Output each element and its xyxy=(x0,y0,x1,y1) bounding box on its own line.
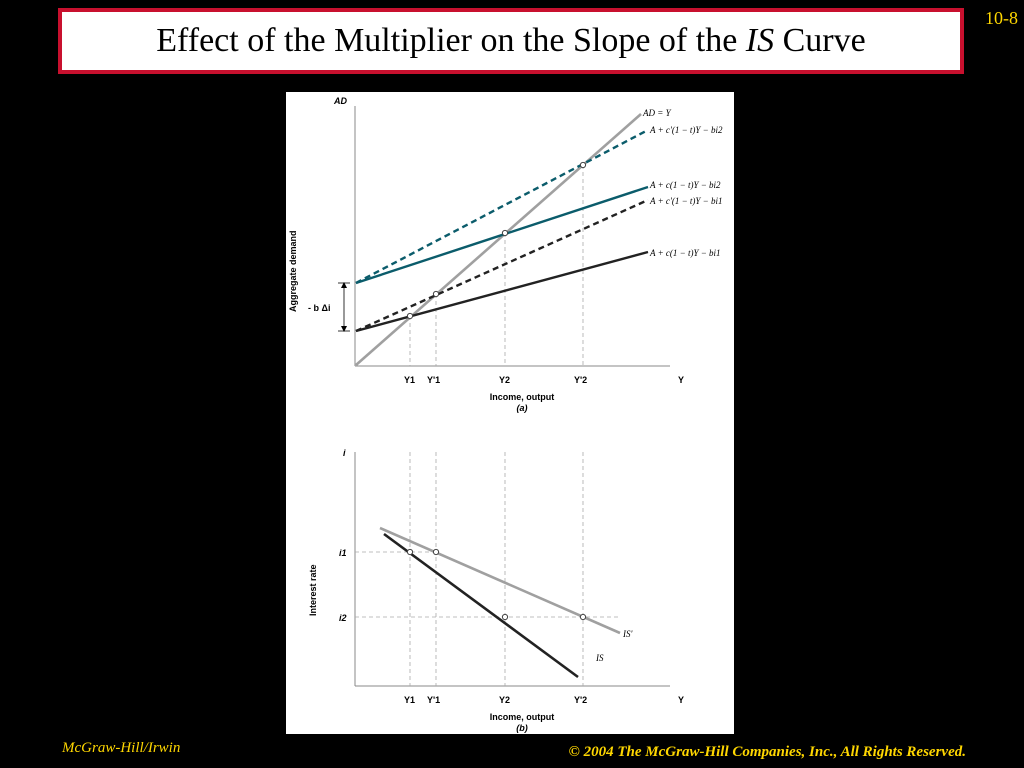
panel-a: AD Aggregate demand - b Δi AD = xyxy=(288,96,723,413)
a-tick-y1p: Y'1 xyxy=(427,375,440,385)
a-x-label: Income, output xyxy=(490,392,555,402)
curve-cprime-i1 xyxy=(355,198,649,333)
label-c-i1: A + c(1 − t)Y − bi1 xyxy=(649,248,721,258)
a-point-y2 xyxy=(501,229,509,237)
a-y-axis-label: Aggregate demand xyxy=(288,230,298,312)
label-cprime-i1: A + c'(1 − t)Y − bi1 xyxy=(649,196,722,206)
title-italic: IS xyxy=(745,22,775,59)
a-point-y1p xyxy=(432,290,440,298)
b-tick-y1p: Y'1 xyxy=(427,695,440,705)
title-prefix: Effect of the Multiplier on the Slope of… xyxy=(156,22,746,59)
a-tick-y1: Y1 xyxy=(404,375,415,385)
b-y-axis-label: Interest rate xyxy=(308,564,318,616)
b-point-y2 xyxy=(501,613,509,621)
a-y-top-label: AD xyxy=(333,96,347,106)
footer-copyright: © 2004 The McGraw-Hill Companies, Inc., … xyxy=(568,744,966,760)
delta-arrow-up xyxy=(341,282,347,288)
b-tick-y2: Y2 xyxy=(499,695,510,705)
a-point-y1 xyxy=(406,312,414,320)
b-tick-y: Y xyxy=(678,695,684,705)
title-box: Effect of the Multiplier on the Slope of… xyxy=(58,8,964,74)
b-tick-y2p: Y'2 xyxy=(574,695,587,705)
curve-c-i1 xyxy=(355,250,649,333)
curve-is xyxy=(383,532,579,679)
a-tick-y2: Y2 xyxy=(499,375,510,385)
label-ad-y: AD = Y xyxy=(642,108,672,118)
curve-cprime-i2 xyxy=(355,128,649,285)
delta-label: - b Δi xyxy=(308,303,330,313)
label-cprime-i2: A + c'(1 − t)Y − bi2 xyxy=(649,125,723,135)
slide-number: 10-8 xyxy=(985,8,1018,28)
a-sub-label: (a) xyxy=(517,403,528,413)
b-sub-label: (b) xyxy=(516,723,528,733)
label-is-prime: IS' xyxy=(622,629,633,639)
footer-publisher: McGraw-Hill/Irwin xyxy=(62,740,181,756)
b-point-y2p xyxy=(579,613,587,621)
label-c-i2: A + c(1 − t)Y − bi2 xyxy=(649,180,721,190)
b-tick-i1: i1 xyxy=(339,548,347,558)
curve-ad-y xyxy=(355,113,642,366)
a-tick-y: Y xyxy=(678,375,684,385)
figure: AD Aggregate demand - b Δi AD = xyxy=(286,92,734,734)
b-x-label: Income, output xyxy=(490,712,555,722)
b-point-y1 xyxy=(406,548,414,556)
diagram-svg: AD Aggregate demand - b Δi AD = xyxy=(288,96,723,733)
label-is: IS xyxy=(595,653,604,663)
b-point-y1p xyxy=(432,548,440,556)
b-tick-i2: i2 xyxy=(339,613,347,623)
curve-is-prime xyxy=(379,526,621,635)
a-tick-y2p: Y'2 xyxy=(574,375,587,385)
slide-title: Effect of the Multiplier on the Slope of… xyxy=(156,22,865,60)
b-y-top-label: i xyxy=(343,448,346,458)
delta-arrow-down xyxy=(341,326,347,332)
curve-c-i2 xyxy=(355,185,649,285)
a-point-y2p xyxy=(579,161,587,169)
panel-b: i Interest rate IS' IS i1 i2 Y1 Y'1 Y2 Y… xyxy=(308,448,684,733)
title-suffix: Curve xyxy=(774,22,866,59)
b-tick-y1: Y1 xyxy=(404,695,415,705)
